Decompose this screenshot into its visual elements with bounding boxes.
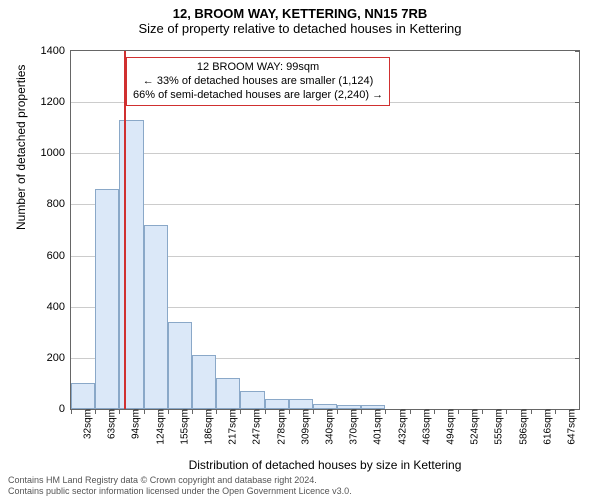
x-tick-label: 463sqm (419, 409, 432, 445)
y-tick-mark (575, 153, 580, 154)
x-tick-mark (385, 409, 386, 414)
x-tick-mark (555, 409, 556, 414)
y-tick-label: 200 (47, 352, 71, 364)
footer-line-1: Contains HM Land Registry data © Crown c… (8, 475, 592, 485)
gridline (71, 153, 579, 154)
annotation-line: 12 BROOM WAY: 99sqm (133, 61, 383, 75)
chart-title-sub: Size of property relative to detached ho… (0, 21, 600, 40)
x-tick-label: 124sqm (153, 409, 166, 445)
x-tick-label: 32sqm (81, 409, 94, 439)
x-tick-mark (337, 409, 338, 414)
gridline (71, 204, 579, 205)
x-tick-label: 155sqm (177, 409, 190, 445)
chart-title-main: 12, BROOM WAY, KETTERING, NN15 7RB (0, 0, 600, 21)
x-tick-mark (240, 409, 241, 414)
y-tick-mark (575, 204, 580, 205)
x-tick-mark (265, 409, 266, 414)
x-tick-mark (506, 409, 507, 414)
x-tick-mark (458, 409, 459, 414)
x-tick-label: 586sqm (516, 409, 529, 445)
x-tick-mark (531, 409, 532, 414)
x-tick-mark (216, 409, 217, 414)
y-tick-mark (575, 102, 580, 103)
y-tick-mark (575, 51, 580, 52)
x-tick-mark (192, 409, 193, 414)
x-tick-label: 63sqm (105, 409, 118, 439)
x-tick-mark (71, 409, 72, 414)
x-tick-label: 647sqm (564, 409, 577, 445)
histogram-bar (216, 378, 240, 409)
x-tick-mark (144, 409, 145, 414)
y-tick-label: 1400 (41, 45, 71, 57)
annotation-box: 12 BROOM WAY: 99sqm← 33% of detached hou… (126, 57, 390, 106)
histogram-bar (119, 120, 143, 409)
attribution-footer: Contains HM Land Registry data © Crown c… (8, 475, 592, 496)
histogram-bar (95, 189, 119, 409)
histogram-bar (168, 322, 192, 409)
x-tick-label: 309sqm (298, 409, 311, 445)
histogram-bar (289, 399, 313, 409)
histogram-bar (265, 399, 289, 409)
x-tick-mark (95, 409, 96, 414)
x-tick-mark (434, 409, 435, 414)
annotation-line: ← 33% of detached houses are smaller (1,… (133, 75, 383, 89)
y-tick-label: 400 (47, 301, 71, 313)
x-tick-label: 217sqm (226, 409, 239, 445)
x-tick-mark (119, 409, 120, 414)
x-tick-label: 401sqm (371, 409, 384, 445)
y-tick-label: 1000 (41, 147, 71, 159)
y-tick-label: 800 (47, 198, 71, 210)
y-tick-mark (575, 256, 580, 257)
x-tick-label: 94sqm (129, 409, 142, 439)
y-tick-mark (575, 358, 580, 359)
x-tick-mark (289, 409, 290, 414)
annotation-line: 66% of semi-detached houses are larger (… (133, 89, 383, 103)
histogram-bar (192, 355, 216, 409)
histogram-bar (144, 225, 168, 409)
plot-area: 020040060080010001200140032sqm63sqm94sqm… (70, 50, 580, 410)
x-tick-label: 186sqm (202, 409, 215, 445)
x-tick-label: 494sqm (443, 409, 456, 445)
x-axis-label: Distribution of detached houses by size … (70, 458, 580, 472)
x-tick-label: 278sqm (274, 409, 287, 445)
histogram-bar (71, 383, 95, 409)
x-tick-mark (410, 409, 411, 414)
x-tick-mark (313, 409, 314, 414)
y-tick-mark (575, 307, 580, 308)
x-tick-label: 555sqm (492, 409, 505, 445)
y-tick-label: 1200 (41, 96, 71, 108)
y-tick-label: 0 (59, 403, 71, 415)
x-tick-label: 370sqm (347, 409, 360, 445)
x-tick-label: 616sqm (540, 409, 553, 445)
x-tick-label: 247sqm (250, 409, 263, 445)
histogram-bar (240, 391, 264, 409)
x-tick-mark (482, 409, 483, 414)
x-tick-label: 524sqm (468, 409, 481, 445)
x-tick-label: 340sqm (323, 409, 336, 445)
footer-line-2: Contains public sector information licen… (8, 486, 592, 496)
x-tick-label: 432sqm (395, 409, 408, 445)
y-axis-label: Number of detached properties (14, 65, 28, 230)
x-tick-mark (168, 409, 169, 414)
chart-container: 12, BROOM WAY, KETTERING, NN15 7RB Size … (0, 0, 600, 500)
y-tick-label: 600 (47, 250, 71, 262)
x-tick-mark (361, 409, 362, 414)
